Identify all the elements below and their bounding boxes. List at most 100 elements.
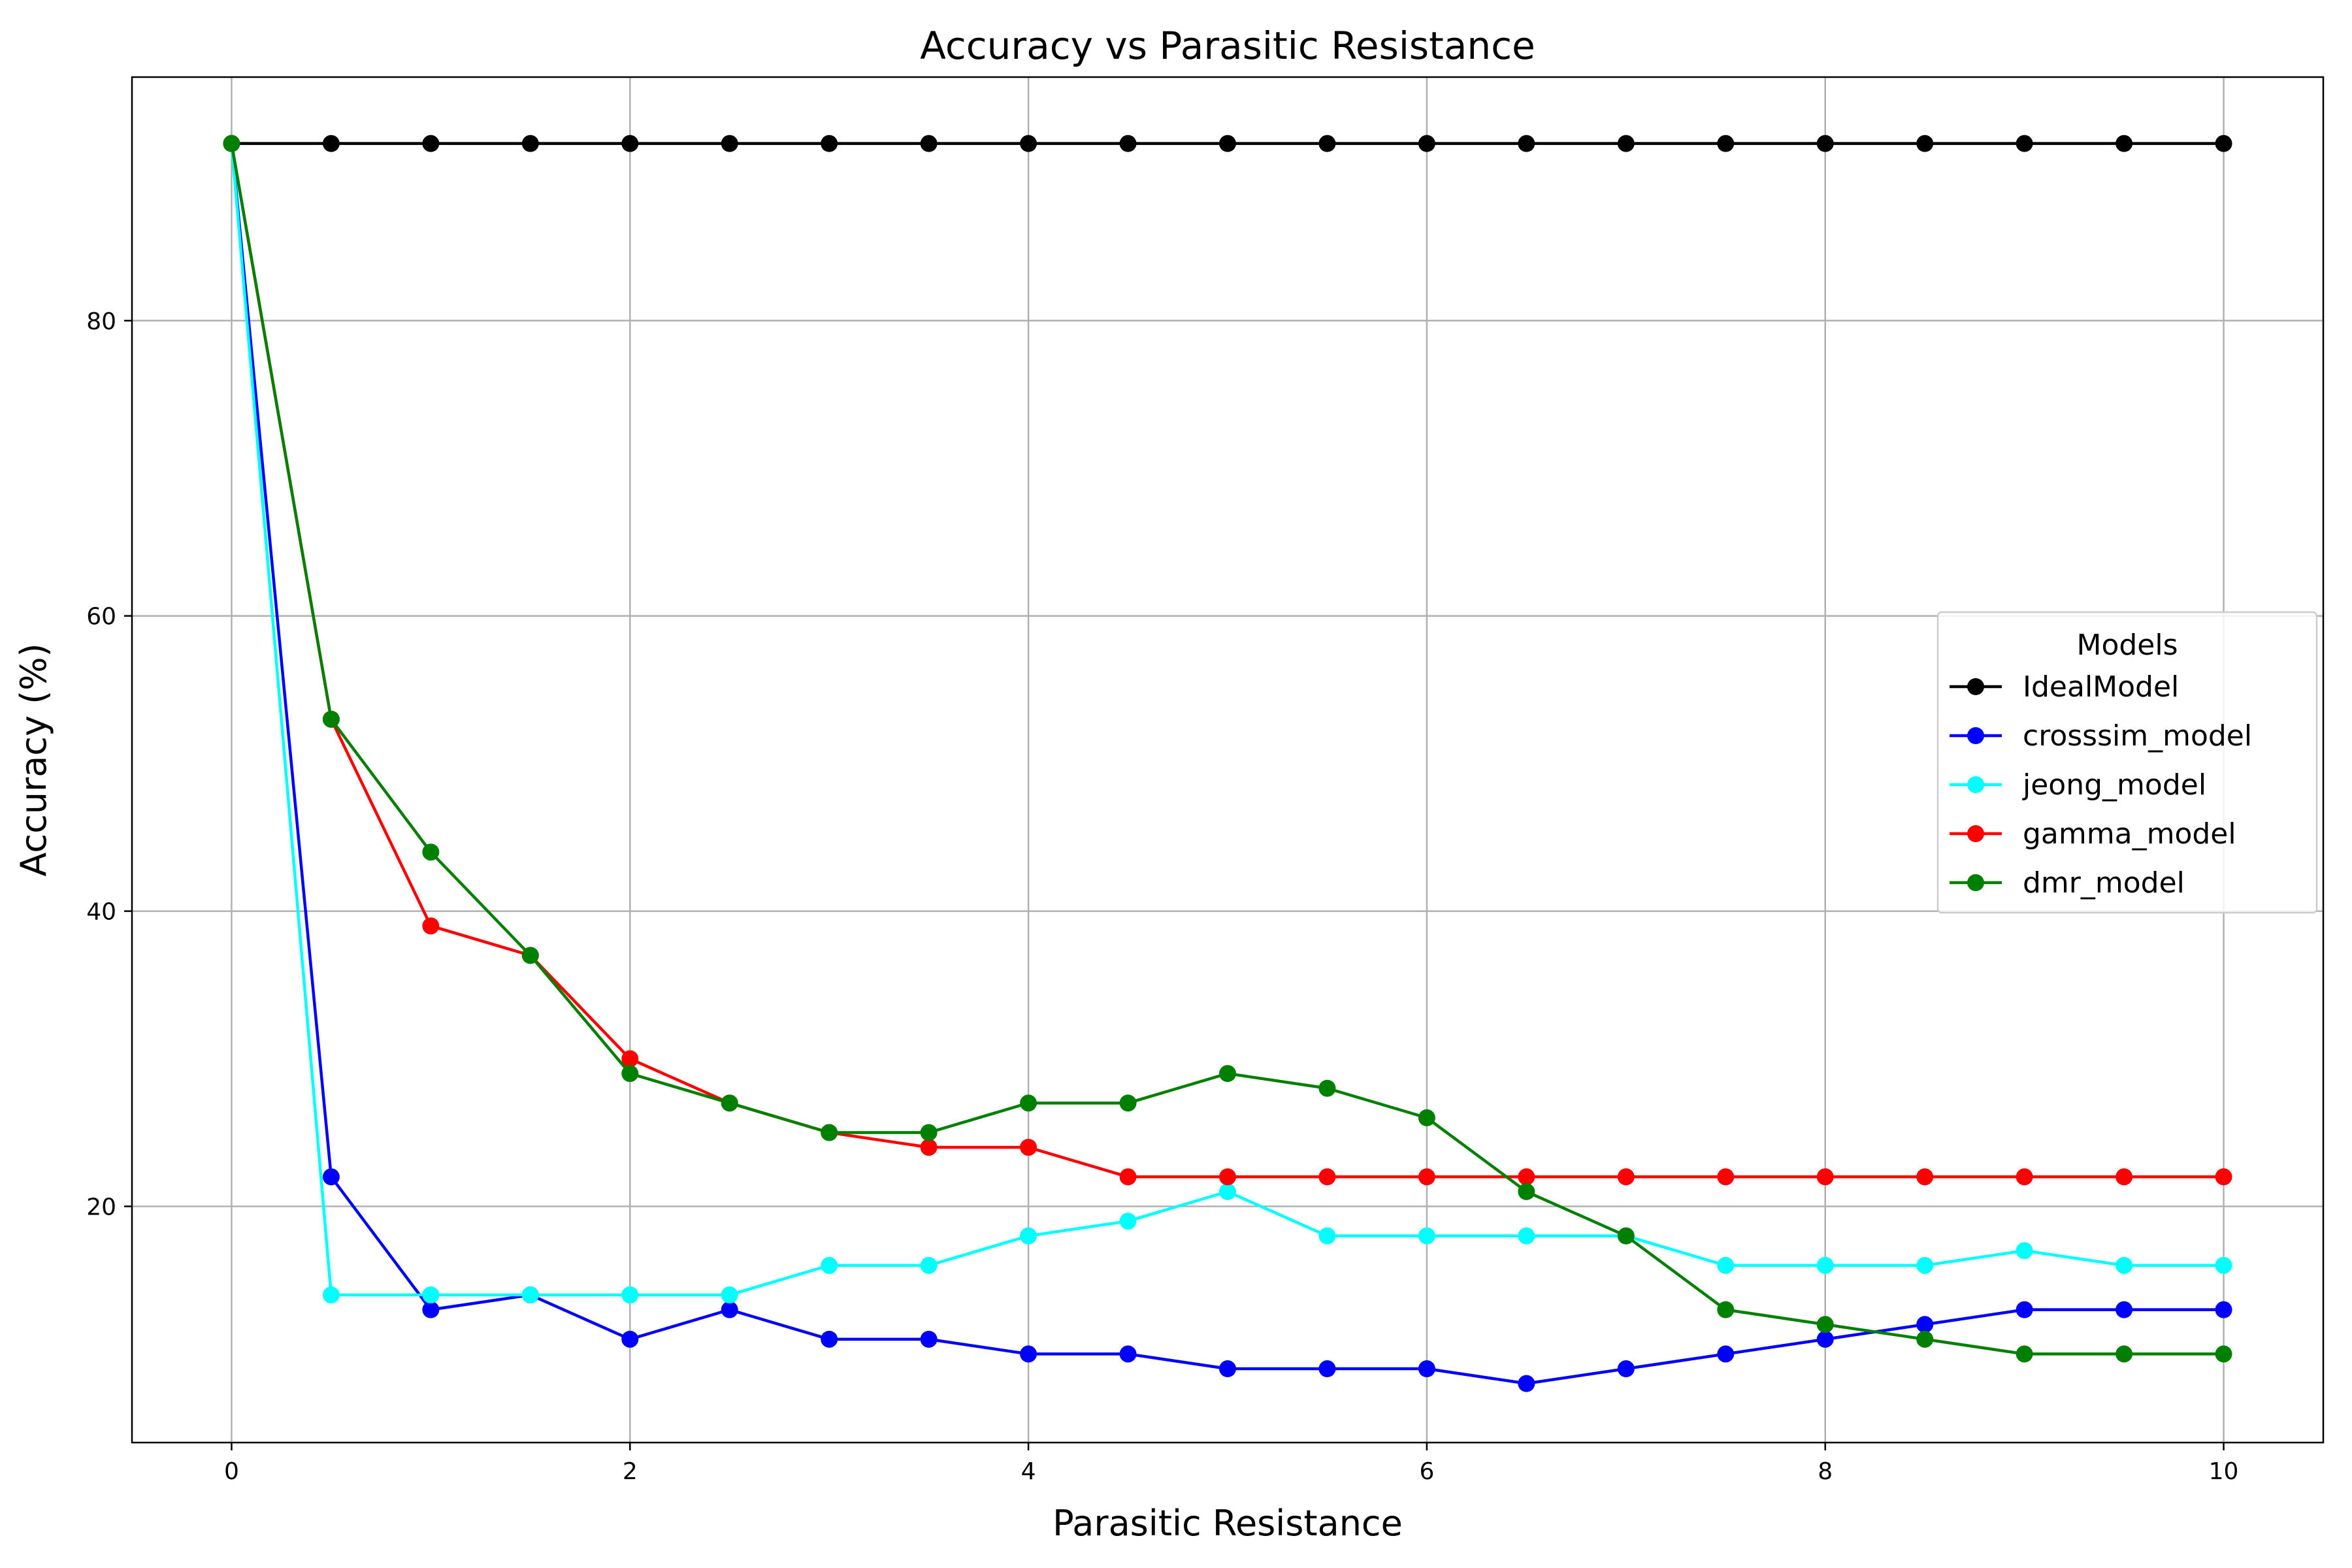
legend-item: jeong_model bbox=[1950, 768, 2206, 802]
data-point bbox=[1617, 1168, 1635, 1186]
data-point bbox=[1418, 1360, 1435, 1378]
data-point bbox=[1219, 135, 1236, 152]
data-point bbox=[1916, 1330, 1934, 1348]
chart-title: Accuracy vs Parasitic Resistance bbox=[920, 24, 1535, 68]
x-tick-label: 0 bbox=[224, 1458, 239, 1485]
legend-label: crosssim_model bbox=[2023, 719, 2252, 753]
data-point bbox=[821, 1256, 838, 1274]
data-point bbox=[2016, 1168, 2033, 1186]
data-point bbox=[1518, 1375, 1535, 1392]
data-point bbox=[1119, 1345, 1137, 1363]
data-point bbox=[1518, 1183, 1535, 1200]
data-point bbox=[1318, 1227, 1336, 1245]
x-tick-label: 8 bbox=[1818, 1458, 1833, 1485]
data-point bbox=[1318, 1168, 1336, 1186]
data-point bbox=[2016, 135, 2033, 152]
series-layer bbox=[223, 135, 2232, 1392]
data-point bbox=[2215, 1256, 2232, 1274]
data-point bbox=[1916, 1168, 1934, 1186]
x-tick-label: 4 bbox=[1021, 1458, 1036, 1485]
legend-swatch-marker bbox=[1967, 874, 1984, 891]
data-point bbox=[1816, 1256, 1834, 1274]
data-point bbox=[422, 1301, 440, 1318]
y-axis-label: Accuracy (%) bbox=[13, 643, 54, 876]
data-point bbox=[1219, 1065, 1236, 1083]
data-point bbox=[621, 135, 639, 152]
data-point bbox=[1717, 135, 1735, 152]
legend-item: dmr_model bbox=[1950, 866, 2185, 900]
data-point bbox=[920, 135, 938, 152]
data-point bbox=[2115, 1301, 2133, 1318]
data-point bbox=[920, 1124, 938, 1141]
data-point bbox=[2016, 1345, 2033, 1363]
data-point bbox=[1717, 1345, 1735, 1363]
data-point bbox=[422, 135, 440, 152]
legend-swatch-marker bbox=[1967, 776, 1984, 793]
legend-swatch-marker bbox=[1967, 678, 1984, 695]
data-point bbox=[1518, 135, 1535, 152]
data-point bbox=[2215, 1301, 2232, 1318]
legend-item: crosssim_model bbox=[1950, 719, 2252, 753]
data-point bbox=[521, 1286, 539, 1304]
data-point bbox=[1318, 135, 1336, 152]
data-point bbox=[521, 947, 539, 964]
data-point bbox=[1020, 1345, 1037, 1363]
data-point bbox=[1617, 1227, 1635, 1245]
x-axis-label: Parasitic Resistance bbox=[1053, 1503, 1403, 1544]
legend-title: Models bbox=[2076, 629, 2178, 662]
data-point bbox=[1617, 135, 1635, 152]
y-tick-label: 80 bbox=[86, 308, 116, 335]
data-point bbox=[721, 1286, 738, 1304]
data-point bbox=[1518, 1227, 1535, 1245]
ticks: 0 2 4 6 8 10 20 40 60 80 bbox=[86, 308, 2238, 1485]
data-point bbox=[1119, 1168, 1137, 1186]
data-point bbox=[1816, 1330, 1834, 1348]
legend-items: IdealModel crosssim_model jeong_modelgamma… bbox=[1950, 670, 2252, 900]
data-point bbox=[223, 135, 240, 152]
data-point bbox=[920, 1330, 938, 1348]
data-point bbox=[1717, 1256, 1735, 1274]
x-tick-label: 10 bbox=[2209, 1458, 2239, 1485]
data-point bbox=[2115, 1168, 2133, 1186]
data-point bbox=[1418, 1168, 1435, 1186]
legend-label: IdealModel bbox=[2023, 670, 2179, 704]
data-point bbox=[1916, 1256, 1934, 1274]
data-point bbox=[2115, 1256, 2133, 1274]
data-point bbox=[1020, 135, 1037, 152]
data-point bbox=[1318, 1079, 1336, 1097]
legend-swatch-marker bbox=[1967, 825, 1984, 842]
data-point bbox=[2016, 1242, 2033, 1260]
series-dmr_model bbox=[223, 135, 2232, 1363]
legend-label: dmr_model bbox=[2023, 866, 2185, 900]
data-point bbox=[621, 1286, 639, 1304]
data-point bbox=[1020, 1139, 1037, 1156]
data-point bbox=[1916, 1316, 1934, 1333]
data-point bbox=[1318, 1360, 1336, 1378]
data-point bbox=[1119, 135, 1137, 152]
series-IdealModel bbox=[223, 135, 2232, 152]
data-point bbox=[322, 1286, 340, 1304]
data-point bbox=[920, 1139, 938, 1156]
legend-label: jeong_model bbox=[2022, 768, 2206, 802]
data-point bbox=[322, 1168, 340, 1186]
data-point bbox=[1219, 1183, 1236, 1200]
data-point bbox=[521, 135, 539, 152]
data-point bbox=[1916, 135, 1934, 152]
legend-item: gamma_model bbox=[1950, 817, 2236, 851]
data-point bbox=[1020, 1227, 1037, 1245]
y-tick-label: 40 bbox=[86, 899, 116, 926]
data-point bbox=[1119, 1213, 1137, 1230]
data-point bbox=[422, 917, 440, 935]
data-point bbox=[2215, 1345, 2232, 1363]
data-point bbox=[1717, 1168, 1735, 1186]
data-point bbox=[821, 1124, 838, 1141]
data-point bbox=[1219, 1168, 1236, 1186]
plot-frame bbox=[131, 76, 2325, 1444]
data-point bbox=[1119, 1094, 1137, 1112]
data-point bbox=[1418, 1227, 1435, 1245]
data-point bbox=[1816, 1168, 1834, 1186]
y-tick-label: 20 bbox=[86, 1194, 116, 1220]
data-point bbox=[621, 1065, 639, 1083]
legend-swatch-marker bbox=[1967, 727, 1984, 744]
